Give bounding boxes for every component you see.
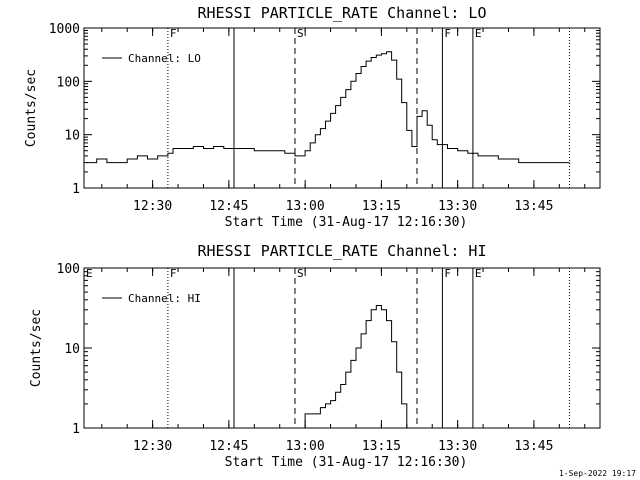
x-tick-label: 12:45 <box>209 439 248 454</box>
x-tick-label: 12:45 <box>209 199 248 214</box>
event-marker-label: S <box>297 27 304 40</box>
y-tick-label: 1 <box>72 182 80 197</box>
event-marker-label: E <box>86 267 93 280</box>
chart-panel-lo: RHESSI PARTICLE_RATE Channel: LO Counts/s… <box>24 4 601 230</box>
series-line-hi <box>304 305 408 428</box>
x-tick-label: 13:15 <box>362 439 401 454</box>
plot-frame <box>83 27 601 189</box>
event-marker-label: S <box>297 267 304 280</box>
y-tick-label: 10 <box>64 129 80 144</box>
x-tick-label: 12:30 <box>133 439 172 454</box>
y-tick-label: 10 <box>64 342 80 357</box>
event-marker-label: E <box>475 267 482 280</box>
chart-title: RHESSI PARTICLE_RATE Channel: LO <box>198 4 487 22</box>
x-tick-label: 12:30 <box>133 199 172 214</box>
y-tick-label: 100 <box>57 262 80 277</box>
x-tick-label: 13:15 <box>362 199 401 214</box>
x-tick-label: 13:30 <box>438 439 477 454</box>
y-tick-label: 1 <box>72 422 80 437</box>
x-tick-label: 13:30 <box>438 199 477 214</box>
x-tick-label: 13:00 <box>286 199 325 214</box>
x-tick-label: 13:45 <box>514 199 553 214</box>
y-tick-label: 1000 <box>49 22 80 37</box>
x-tick-label: 13:45 <box>514 439 553 454</box>
event-marker-label: E <box>475 27 482 40</box>
legend-label: Channel: HI <box>128 292 201 305</box>
x-axis-label: Start Time (31-Aug-17 12:16:30) <box>225 215 468 230</box>
event-marker-label: F <box>444 267 451 280</box>
event-marker-label: F <box>444 27 451 40</box>
footer-timestamp: 1-Sep-2022 19:17 <box>559 469 636 478</box>
y-tick-label: 100 <box>57 75 80 90</box>
chart-title: RHESSI PARTICLE_RATE Channel: HI <box>198 242 487 260</box>
series-line-lo <box>86 51 570 164</box>
event-marker-label: F <box>170 27 177 40</box>
y-axis-label: Counts/sec <box>24 69 39 147</box>
event-marker-label: F <box>170 267 177 280</box>
chart-panel-hi: RHESSI PARTICLE_RATE Channel: HI Counts/s… <box>29 242 601 470</box>
y-axis-label: Counts/sec <box>29 309 44 387</box>
x-axis-label: Start Time (31-Aug-17 12:16:30) <box>225 455 468 470</box>
legend-label: Channel: LO <box>128 52 201 65</box>
x-tick-label: 13:00 <box>286 439 325 454</box>
